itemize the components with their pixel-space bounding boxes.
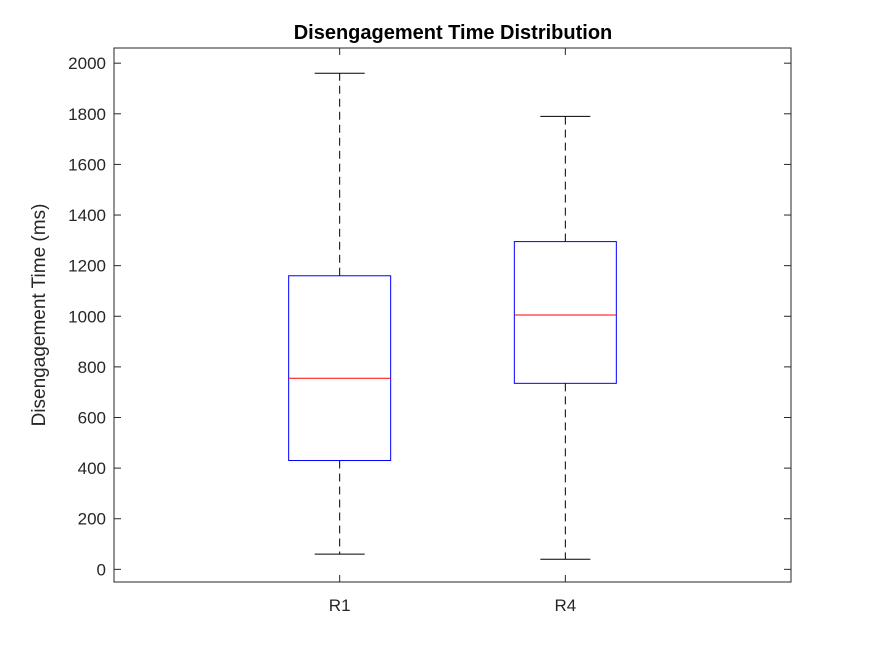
boxes-group [288, 72, 617, 560]
y-tick-label: 1400 [68, 206, 106, 225]
x-tick-label: R4 [554, 596, 576, 615]
y-tick-label: 1000 [68, 307, 106, 326]
y-tick-label: 1200 [68, 257, 106, 276]
x-axis: R1 R4 [329, 48, 576, 615]
y-tick-label: 800 [78, 358, 106, 377]
y-tick-label: 0 [97, 560, 106, 579]
y-tick-label: 200 [78, 510, 106, 529]
x-tick-label: R1 [329, 596, 351, 615]
y-tick-label: 1800 [68, 105, 106, 124]
box-r1 [288, 72, 392, 555]
box-r4 [513, 115, 617, 560]
chart-title: Disengagement Time Distribution [294, 22, 613, 44]
y-tick-label: 1600 [68, 155, 106, 174]
y-tick-label: 400 [78, 459, 106, 478]
plot-area [113, 47, 792, 583]
y-axis: 0 200 400 600 800 1000 1200 1400 1600 1800 2000 [68, 54, 791, 579]
iqr-box [288, 275, 392, 462]
y-tick-label: 600 [78, 408, 106, 427]
y-axis-label: Disengagement Time (ms) [29, 204, 50, 427]
y-tick-label: 2000 [68, 54, 106, 73]
iqr-box [513, 241, 617, 384]
